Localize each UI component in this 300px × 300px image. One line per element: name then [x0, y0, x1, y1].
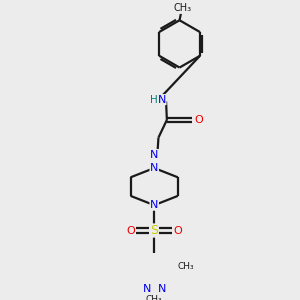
Text: N: N — [150, 200, 158, 210]
Text: N: N — [158, 284, 166, 294]
Text: N: N — [158, 94, 166, 105]
Text: CH₃: CH₃ — [173, 3, 191, 14]
Text: N: N — [150, 149, 158, 160]
Text: N: N — [142, 284, 151, 294]
Text: O: O — [195, 115, 203, 125]
Text: CH₃: CH₃ — [177, 262, 194, 272]
Text: O: O — [126, 226, 135, 236]
Text: N: N — [150, 163, 158, 173]
Text: O: O — [173, 226, 182, 236]
Text: CH₃: CH₃ — [145, 295, 162, 300]
Text: S: S — [150, 224, 158, 237]
Text: H: H — [150, 94, 158, 105]
